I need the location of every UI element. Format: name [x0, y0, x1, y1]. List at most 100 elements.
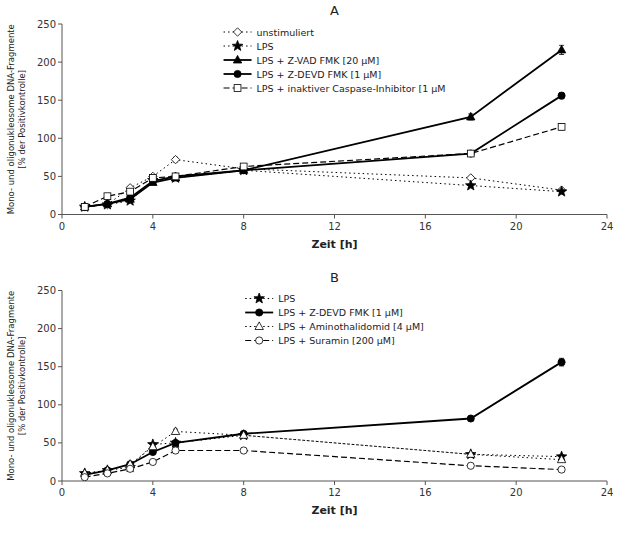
marker: [558, 123, 565, 130]
legend-marker: [256, 337, 263, 344]
x-tick-label: 12: [328, 221, 341, 232]
legend-label: LPS + Z-DEVD FMK [1 μM]: [278, 307, 403, 318]
marker: [172, 173, 179, 180]
y-tick-label: 150: [37, 95, 56, 106]
legend-marker: [254, 293, 264, 303]
x-tick: [152, 481, 153, 485]
panel: A05010015020025004812162024Zeit [h]Mono-…: [6, 3, 613, 251]
x-tick-label: 24: [601, 221, 614, 232]
marker: [127, 188, 134, 195]
marker: [240, 163, 247, 170]
figure: A05010015020025004812162024Zeit [h]Mono-…: [0, 0, 622, 533]
x-tick-label: 12: [328, 487, 341, 498]
plot-area: [79, 358, 566, 480]
marker: [171, 427, 179, 435]
marker: [148, 439, 158, 449]
legend-label: LPS + Z-DEVD FMK [1 μM]: [257, 69, 382, 80]
marker: [557, 45, 565, 53]
y-tick-label: 50: [43, 437, 56, 448]
y-axis: [62, 291, 63, 482]
series: [81, 358, 565, 478]
marker: [467, 415, 474, 422]
marker: [149, 175, 156, 182]
legend-marker: [256, 309, 263, 316]
marker: [79, 201, 89, 211]
x-tick-label: 20: [510, 487, 523, 498]
x-tick-label: 4: [150, 221, 156, 232]
x-tick-label: 0: [59, 221, 65, 232]
x-tick-label: 16: [419, 487, 432, 498]
marker: [240, 430, 247, 437]
y-tick-label: 250: [37, 19, 56, 30]
x-tick-label: 8: [240, 487, 246, 498]
x-tick: [607, 481, 608, 485]
x-tick: [425, 481, 426, 485]
x-axis-label: Zeit [h]: [311, 504, 357, 517]
y-tick-label: 100: [37, 133, 56, 144]
legend-marker: [234, 70, 241, 77]
legend-label: LPS + Z-VAD FMK [20 μM]: [257, 55, 380, 66]
panel: B05010015020025004812162024Zeit [h]Mono-…: [6, 270, 613, 518]
x-tick: [152, 215, 153, 219]
marker: [171, 155, 179, 163]
marker: [467, 462, 474, 469]
legend-item: LPS: [245, 293, 295, 304]
y-tick: [58, 24, 62, 25]
x-tick: [425, 215, 426, 219]
y-tick: [58, 62, 62, 63]
series-line: [85, 435, 562, 473]
y-tick: [58, 404, 62, 405]
y-tick-label: 150: [37, 361, 56, 372]
legend-item: LPS + Aminothalidomid [4 μM]: [245, 321, 424, 332]
legend-label: LPS: [278, 293, 295, 304]
error-bar: [559, 124, 564, 130]
x-tick: [62, 215, 63, 219]
x-tick: [243, 215, 244, 219]
marker: [81, 203, 88, 210]
y-tick: [58, 366, 62, 367]
x-tick: [334, 215, 335, 219]
y-tick-label: 200: [37, 323, 56, 334]
legend-label: unstimuliert: [257, 27, 315, 38]
marker: [556, 186, 566, 196]
y-axis-label: Mono- und oligonukleosome DNA-Fragmente[…: [6, 291, 27, 481]
x-tick: [607, 215, 608, 219]
x-tick: [243, 481, 244, 485]
marker: [240, 447, 247, 454]
legend: unstimuliert LPS LPS + Z-VAD FMK [20 μM] LP…: [224, 27, 446, 94]
legend-marker: [234, 85, 241, 92]
marker: [81, 474, 88, 481]
x-tick: [516, 481, 517, 485]
marker: [103, 199, 111, 207]
series-line: [85, 50, 562, 207]
marker: [149, 442, 157, 450]
legend: LPS LPS + Z-DEVD FMK [1 μM] LPS + Aminotha…: [245, 293, 424, 346]
marker: [102, 199, 112, 209]
legend-item: LPS + Suramin [200 μM]: [245, 335, 395, 346]
legend-marker: [232, 41, 242, 51]
legend-marker: [255, 322, 263, 330]
marker: [81, 202, 89, 210]
marker: [467, 112, 475, 120]
y-tick: [58, 442, 62, 443]
marker: [104, 193, 111, 200]
marker: [81, 203, 89, 211]
legend-item: unstimuliert: [224, 27, 315, 38]
marker: [467, 150, 474, 157]
x-tick: [516, 215, 517, 219]
y-tick: [58, 481, 62, 482]
marker: [467, 150, 474, 157]
plot-area: [79, 45, 566, 211]
legend-label: LPS: [257, 41, 274, 52]
series: [81, 45, 566, 210]
series-line: [85, 170, 562, 207]
marker: [467, 450, 475, 458]
x-tick-label: 16: [419, 221, 432, 232]
series: [81, 123, 565, 210]
series-line: [85, 362, 562, 475]
marker: [126, 195, 134, 203]
y-axis: [62, 24, 63, 215]
x-axis-label: Zeit [h]: [311, 238, 357, 251]
marker: [172, 439, 179, 446]
series-line: [85, 160, 562, 207]
